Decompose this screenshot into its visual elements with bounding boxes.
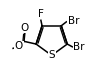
Text: F: F (38, 9, 44, 19)
Text: O: O (15, 41, 23, 51)
Text: S: S (48, 50, 55, 60)
Text: O: O (21, 23, 29, 33)
Text: Br: Br (74, 42, 85, 52)
Text: Br: Br (68, 16, 79, 26)
